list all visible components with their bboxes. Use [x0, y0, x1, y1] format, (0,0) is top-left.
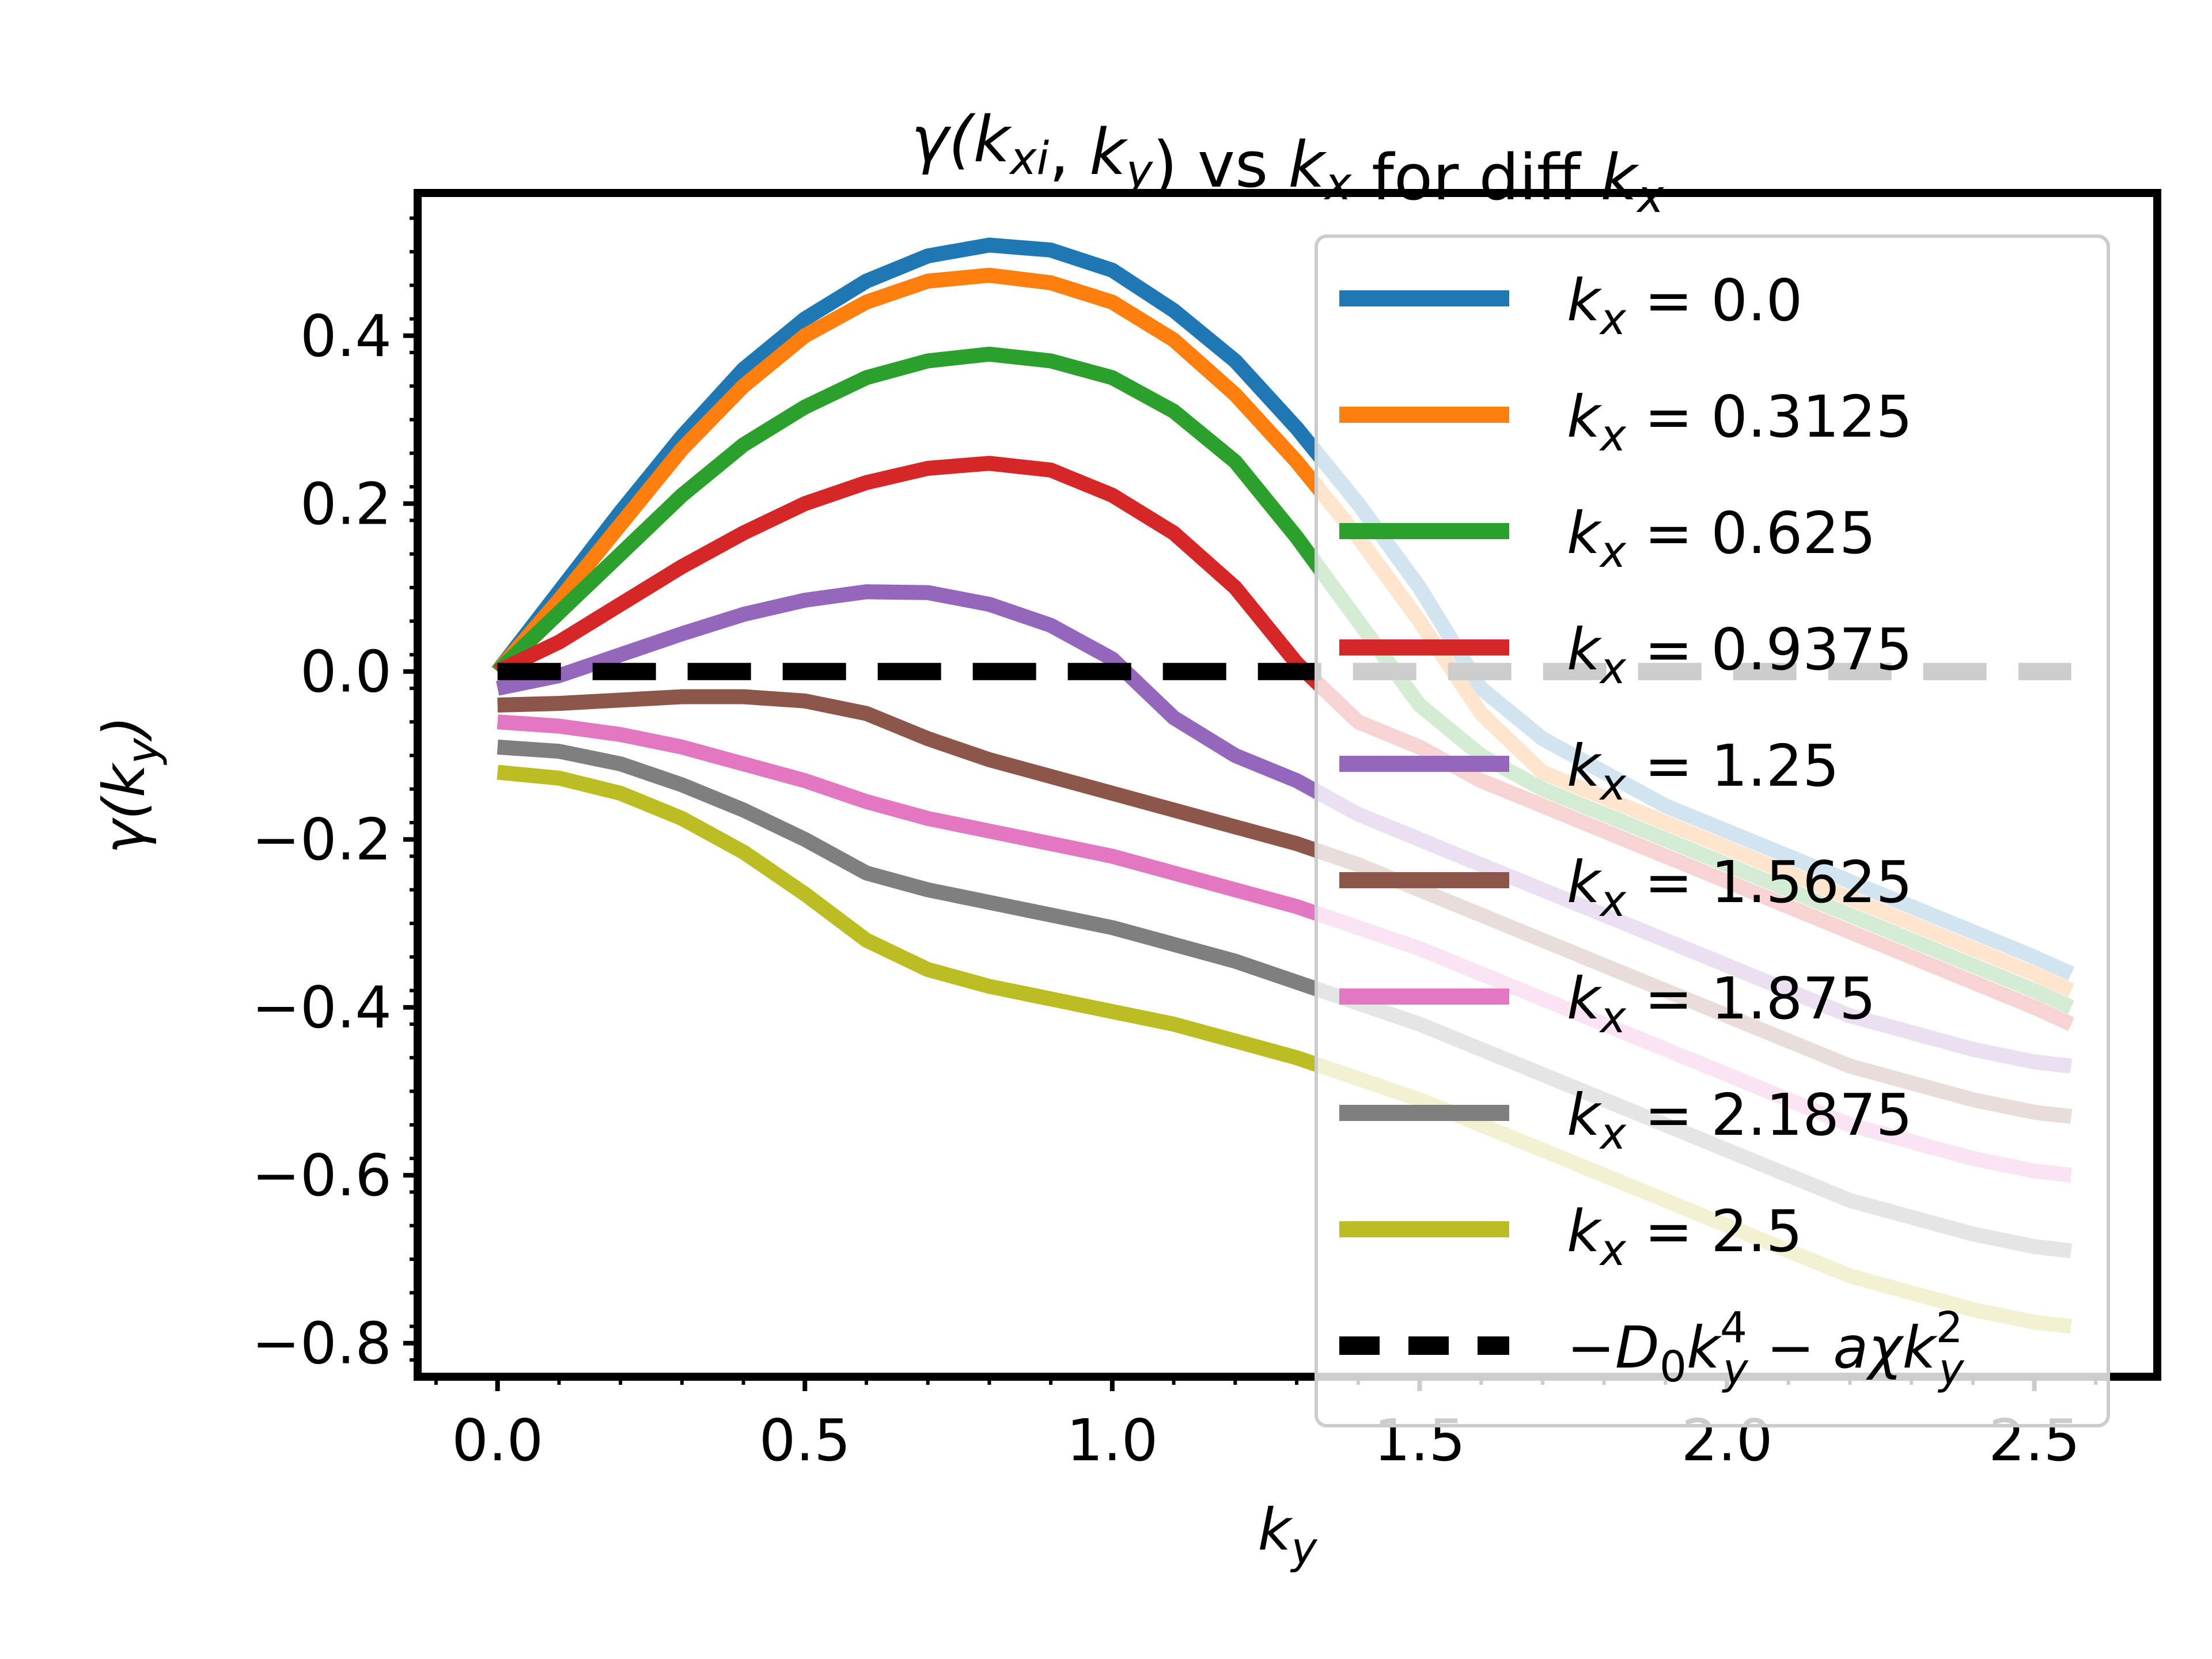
- legend-label: kx = 1.875: [1567, 965, 1876, 1043]
- legend-label: −D0k4 y − aχk2 y: [1567, 1303, 1965, 1394]
- title-subscript: xi: [1008, 133, 1049, 185]
- y-tick-label: 0.2: [300, 470, 392, 537]
- legend-label: kx = 0.9375: [1567, 616, 1912, 694]
- legend-label: kx = 0.3125: [1567, 383, 1912, 461]
- x-tick-label: 0.5: [759, 1407, 851, 1474]
- legend-label: kx = 1.25: [1567, 732, 1839, 810]
- y-tick-label: −0.2: [252, 806, 392, 873]
- legend-label: kx = 2.1875: [1567, 1081, 1912, 1159]
- y-tick-label: −0.4: [252, 974, 392, 1041]
- y-axis-label: γ(ky): [90, 715, 168, 854]
- legend-label: kx = 0.0: [1567, 267, 1802, 344]
- y-tick-label: 0.4: [300, 302, 392, 370]
- y-tick-label: −0.6: [252, 1142, 392, 1209]
- legend-label: kx = 2.5: [1567, 1198, 1802, 1275]
- y-axis: 0.4 0.2 0.0 −0.2 −0.4 −0.6 −0.8: [252, 216, 418, 1377]
- x-tick-label: 0.0: [452, 1407, 543, 1474]
- title-subscript: x: [1323, 158, 1352, 210]
- plot-frame: [414, 189, 2161, 1381]
- x-axis-label: ky: [1258, 1496, 1318, 1574]
- legend: kx = 0.0 kx = 0.3125 kx = 0.625 kx = 0.9375…: [1315, 234, 2110, 1427]
- legend-box: [1315, 234, 2110, 1427]
- x-tick-label: 1.0: [1066, 1407, 1158, 1474]
- y-tick-label: −0.8: [252, 1310, 392, 1377]
- legend-label: kx = 0.625: [1567, 499, 1876, 577]
- legend-label: kx = 1.5625: [1567, 849, 1912, 926]
- y-tick-label: 0.0: [300, 638, 392, 706]
